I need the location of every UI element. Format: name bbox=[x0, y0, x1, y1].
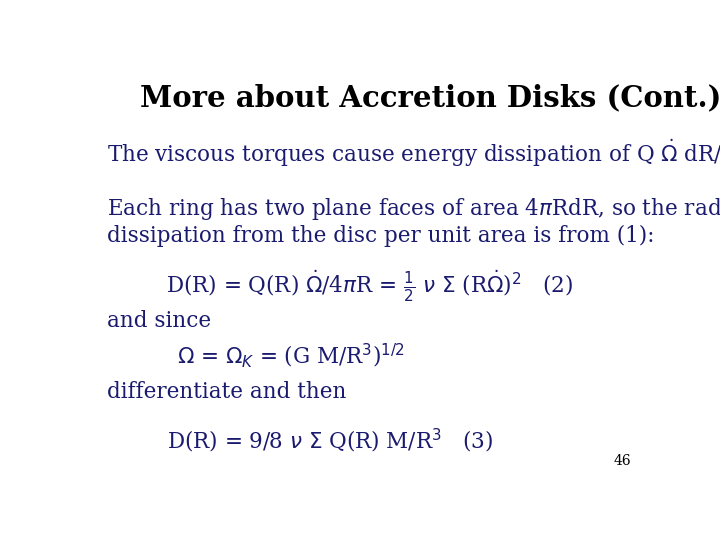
Text: More about Accretion Disks (Cont.): More about Accretion Disks (Cont.) bbox=[140, 84, 720, 112]
Text: Each ring has two plane faces of area 4$\pi$RdR, so the radiative: Each ring has two plane faces of area 4$… bbox=[107, 196, 720, 222]
Text: D(R) = 9/8 $\nu$ $\Sigma$ Q(R) M/R$^{3}$   (3): D(R) = 9/8 $\nu$ $\Sigma$ Q(R) M/R$^{3}$… bbox=[167, 427, 493, 455]
Text: differentiate and then: differentiate and then bbox=[107, 381, 346, 403]
Text: 46: 46 bbox=[613, 454, 631, 468]
Text: D(R) = Q(R) $\dot{\Omega}$/4$\pi$R = $\frac{1}{2}$ $\nu$ $\Sigma$ (R$\dot{\Omega: D(R) = Q(R) $\dot{\Omega}$/4$\pi$R = $\f… bbox=[166, 268, 572, 303]
Text: The viscous torques cause energy dissipation of Q $\dot{\Omega}$ dR/ring: The viscous torques cause energy dissipa… bbox=[107, 138, 720, 170]
Text: dissipation from the disc per unit area is from (1):: dissipation from the disc per unit area … bbox=[107, 225, 654, 247]
Text: $\Omega$ = $\Omega$$_{K}$ = (G M/R$^{3}$)$^{1/2}$: $\Omega$ = $\Omega$$_{K}$ = (G M/R$^{3}$… bbox=[177, 341, 405, 370]
Text: and since: and since bbox=[107, 310, 211, 332]
